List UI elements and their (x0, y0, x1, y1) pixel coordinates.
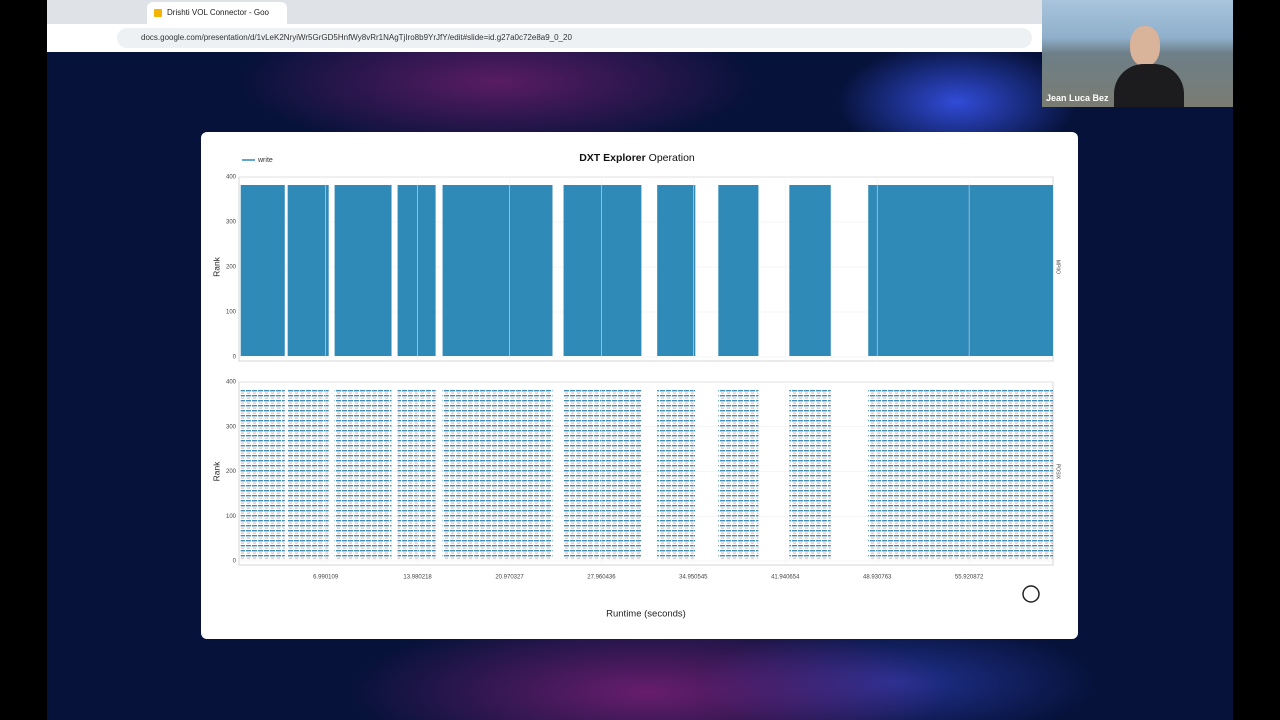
x-tick-label: 41.940654 (771, 575, 800, 581)
write-interval (789, 390, 831, 560)
write-interval (397, 185, 436, 356)
y-tick-label: 200 (226, 469, 237, 475)
panel-label: POSIX (1055, 464, 1061, 480)
person-body (1114, 64, 1184, 107)
x-tick-label: 34.950545 (679, 575, 708, 581)
y-tick-label: 200 (226, 265, 237, 271)
y-tick-label: 100 (226, 514, 237, 520)
write-interval (442, 185, 553, 356)
write-interval (334, 185, 392, 356)
y-tick-label: 300 (226, 220, 237, 226)
panel-label: MPIIO (1055, 260, 1061, 274)
y-tick-label: 0 (233, 355, 237, 361)
address-bar: docs.google.com/presentation/d/1vLeK2Nry… (47, 24, 1042, 52)
y-tick-label: 400 (226, 380, 237, 386)
y-tick-label: 300 (226, 424, 237, 430)
y-tick-label: 100 (226, 310, 237, 316)
y-tick-label: 400 (226, 175, 237, 181)
write-interval (789, 185, 831, 356)
browser-tab[interactable]: Drishti VOL Connector - Goo (147, 2, 287, 24)
legend-label: write (257, 157, 273, 164)
write-interval (657, 185, 696, 356)
participant-video: Jean Luca Bez (1042, 0, 1233, 107)
write-interval (718, 390, 759, 560)
x-tick-label: 6.990109 (313, 575, 339, 581)
x-tick-label: 27.960436 (587, 575, 616, 581)
y-axis-label: Rank (211, 256, 221, 277)
cursor (1022, 585, 1040, 603)
x-tick-label: 20.970327 (495, 575, 524, 581)
participant-name: Jean Luca Bez (1046, 93, 1109, 103)
write-interval (868, 185, 1053, 356)
x-axis-label: Runtime (seconds) (606, 609, 686, 620)
y-axis-label: Rank (211, 461, 221, 482)
write-interval (287, 185, 329, 356)
write-interval (287, 390, 329, 560)
y-tick-label: 0 (233, 559, 237, 565)
write-interval (868, 390, 1053, 560)
write-interval (563, 185, 642, 356)
tab-bar: Drishti VOL Connector - Goo (47, 0, 1042, 24)
write-interval (397, 390, 436, 560)
write-interval (240, 185, 285, 356)
write-interval (718, 185, 759, 356)
x-tick-label: 55.920872 (955, 575, 984, 581)
write-interval (240, 390, 285, 560)
write-interval (442, 390, 553, 560)
write-interval (563, 390, 642, 560)
write-interval (334, 390, 392, 560)
write-interval (657, 390, 696, 560)
x-tick-label: 48.930763 (863, 575, 892, 581)
chart-title: DXT Explorer Operation (579, 152, 695, 164)
url-field[interactable]: docs.google.com/presentation/d/1vLeK2Nry… (117, 28, 1032, 48)
x-tick-label: 13.980218 (403, 575, 432, 581)
person-head (1130, 26, 1160, 66)
